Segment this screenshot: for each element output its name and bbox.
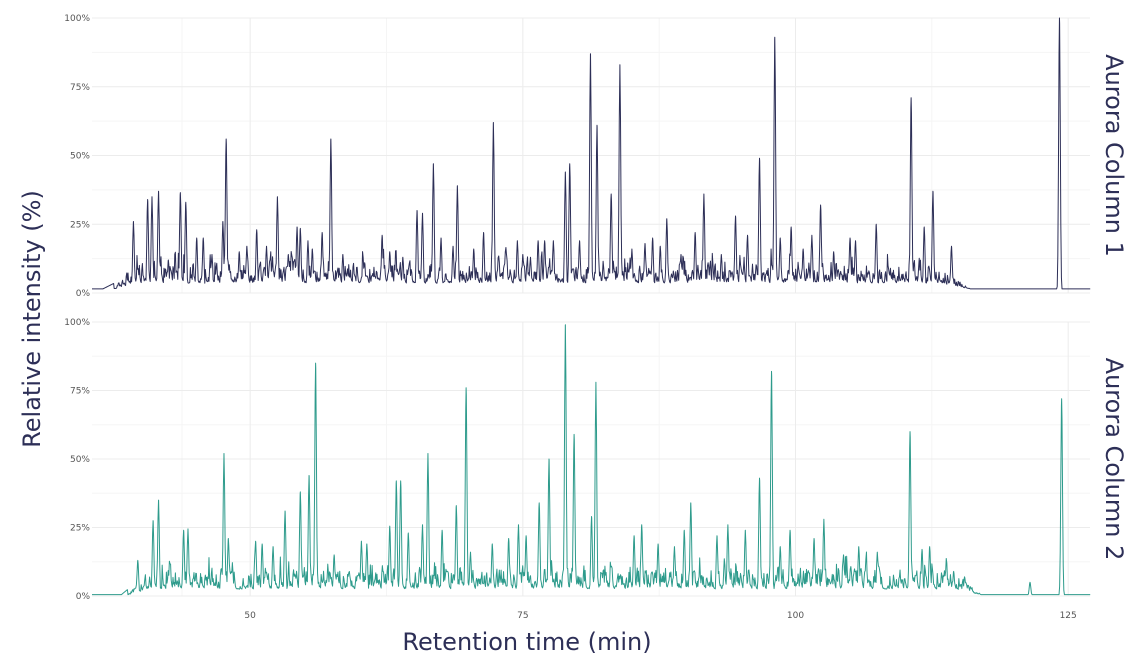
panel-2: 0% 25% 50% 75% 100% Aurora Column 2: [64, 318, 1128, 602]
series-trace: [92, 17, 1091, 290]
y-tick-label: 0%: [76, 289, 91, 299]
x-tick-label: 125: [1060, 611, 1077, 621]
y-tick-label: 75%: [70, 83, 90, 93]
panel-1: 0% 25% 50% 75% 100% Aurora Column 1: [64, 14, 1128, 299]
x-tick-label: 75: [517, 611, 528, 621]
y-tick-label: 100%: [64, 318, 90, 328]
x-tick-label: 100: [787, 611, 804, 621]
panels-group: 0% 25% 50% 75% 100% Aurora Column 1 0% 25% 50% 75…: [64, 14, 1128, 621]
x-axis-title: Retention time (min): [402, 628, 651, 656]
panel-strip-label: Aurora Column 1: [1100, 54, 1128, 257]
x-tick-label: 50: [244, 611, 256, 621]
y-tick-label: 25%: [70, 220, 90, 230]
series-trace: [92, 324, 1091, 596]
y-axis-title: Relative intensity (%): [18, 190, 46, 448]
y-tick-label: 50%: [70, 455, 90, 465]
y-tick-label: 75%: [70, 387, 90, 397]
y-tick-label: 50%: [70, 152, 90, 162]
y-tick-label: 25%: [70, 524, 90, 534]
y-tick-label: 100%: [64, 14, 90, 24]
panel-strip-label: Aurora Column 2: [1100, 358, 1128, 561]
y-tick-label: 0%: [76, 592, 91, 602]
